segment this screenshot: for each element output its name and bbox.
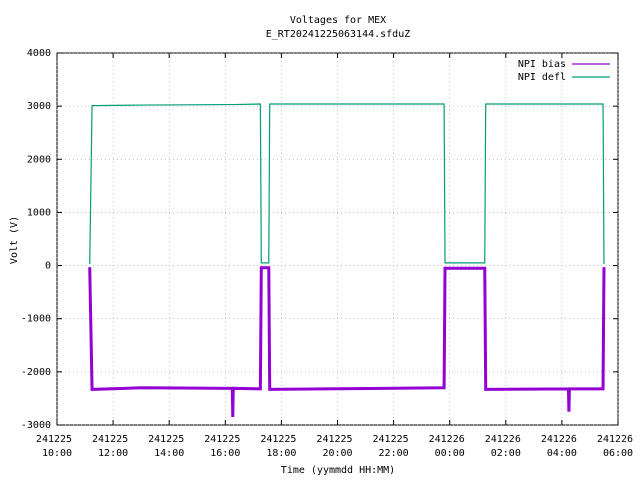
x-tick-date: 241225 (204, 434, 246, 445)
y-tick-label: 2000 (27, 154, 51, 165)
x-tick-date: 241225 (373, 434, 415, 445)
y-tick-label: -1000 (21, 314, 51, 325)
x-tick-label: 241225 10:00 (36, 434, 78, 459)
x-tick-time: 04:00 (547, 448, 577, 459)
x-tick-date: 241226 (541, 434, 583, 445)
x-tick-time: 20:00 (322, 448, 352, 459)
x-tick-label: 241225 14:00 (148, 434, 190, 459)
x-tick-label: 241225 20:00 (316, 434, 358, 459)
y-tick-label: 1000 (27, 207, 51, 218)
legend-label: NPI bias (518, 59, 566, 70)
x-tick-time: 22:00 (379, 448, 409, 459)
x-tick-label: 241226 02:00 (485, 434, 527, 459)
x-tick-label: 241225 12:00 (92, 434, 134, 459)
x-tick-date: 241226 (485, 434, 527, 445)
x-tick-label: 241226 00:00 (429, 434, 471, 459)
x-tick-time: 06:00 (603, 448, 633, 459)
x-tick-date: 241225 (260, 434, 302, 445)
x-axis-label: Time (yymmdd HH:MM) (281, 465, 395, 476)
x-tick-label: 241226 04:00 (541, 434, 583, 459)
x-tick-time: 12:00 (98, 448, 128, 459)
x-tick-time: 14:00 (154, 448, 184, 459)
x-tick-time: 00:00 (435, 448, 465, 459)
x-tick-time: 18:00 (266, 448, 296, 459)
y-tick-label: -2000 (21, 367, 51, 378)
x-tick-label: 241226 06:00 (597, 434, 639, 459)
x-tick-label: 241225 18:00 (260, 434, 302, 459)
y-tick-label: -3000 (21, 420, 51, 431)
x-tick-time: 16:00 (210, 448, 240, 459)
x-tick-time: 10:00 (42, 448, 72, 459)
chart-subtitle: E_RT20241225063144.sfduZ (266, 29, 411, 40)
y-axis-label: Volt (V) (9, 216, 20, 264)
x-tick-date: 241225 (316, 434, 358, 445)
y-tick-label: 3000 (27, 101, 51, 112)
series-line (88, 266, 606, 418)
y-tick-label: 0 (45, 261, 51, 272)
x-tick-date: 241225 (148, 434, 190, 445)
x-tick-label: 241225 22:00 (373, 434, 415, 459)
legend-label: NPI defl (518, 72, 566, 83)
x-tick-date: 241225 (92, 434, 134, 445)
x-tick-label: 241225 16:00 (204, 434, 246, 459)
x-tick-date: 241226 (429, 434, 471, 445)
x-tick-date: 241225 (36, 434, 78, 445)
x-tick-date: 241226 (597, 434, 639, 445)
y-tick-label: 4000 (27, 48, 51, 59)
chart-title: Voltages for MEX (290, 15, 386, 26)
x-tick-time: 02:00 (491, 448, 521, 459)
series-line (89, 103, 605, 264)
